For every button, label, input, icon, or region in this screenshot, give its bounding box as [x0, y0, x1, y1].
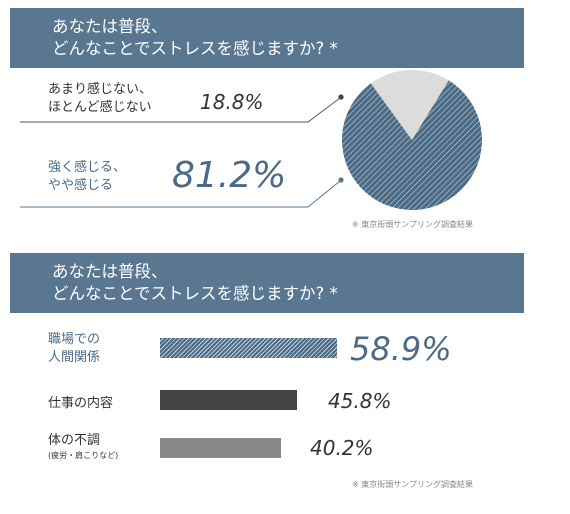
legend-pct-low: 18.8% [200, 90, 264, 114]
bar-label-1-line2: 人間関係 [48, 350, 101, 365]
leader-line-2 [20, 180, 341, 208]
section2-note: ※ 東京街頭サンプリング調査結果 [352, 480, 474, 489]
bar-3 [160, 438, 281, 458]
bar-label-1-line1: 職場での [48, 332, 101, 347]
pie-slice-low [370, 70, 449, 140]
legend-label-low-line2: ほとんど感じない [48, 100, 152, 115]
legend-label-low-line1: あまり感じない、 [48, 82, 153, 97]
legend-label-high-line1: 強く感じる、 [48, 160, 127, 175]
bar-label-3: 体の不調 (疲労・肩こりなど) [48, 432, 118, 461]
bar-2 [160, 390, 298, 410]
legend-label-high-line2: やや感じる [48, 178, 114, 193]
bar-label-2: 仕事の内容 [48, 396, 114, 411]
leader-dot-2 [338, 177, 344, 183]
section1-title-line2: どんなことでストレスを感じますか? * [52, 39, 338, 58]
bar-label-3-line2: (疲労・肩こりなど) [48, 451, 119, 460]
bar-value-2: 45.8% [328, 389, 392, 413]
section2-banner: あなたは普段、 どんなことでストレスを感じますか? * [10, 253, 524, 313]
bar-value-1: 58.9% [350, 330, 452, 368]
section1-note: ※ 東京街頭サンプリング調査結果 [352, 220, 474, 229]
legend-pct-high: 81.2% [172, 155, 287, 196]
section1-title-line1: あなたは普段、 [52, 17, 168, 36]
bar-1 [160, 338, 337, 358]
section2-title-line2: どんなことでストレスを感じますか? * [52, 284, 338, 303]
leader-dot-1 [338, 94, 344, 100]
section2-title-line1: あなたは普段、 [52, 262, 168, 281]
bar-label-3-line1: 体の不調 [48, 433, 101, 448]
pie-slice-high [341, 80, 482, 210]
bar-value-3: 40.2% [310, 436, 374, 460]
leader-line-1 [20, 97, 341, 123]
pie-chart [341, 70, 482, 210]
section1-banner: あなたは普段、 どんなことでストレスを感じますか? * [10, 8, 524, 68]
bar-label-1: 職場での 人間関係 [48, 331, 100, 367]
legend-label-low: あまり感じない、 ほとんど感じない [48, 81, 152, 117]
legend-label-high: 強く感じる、 やや感じる [48, 159, 126, 195]
